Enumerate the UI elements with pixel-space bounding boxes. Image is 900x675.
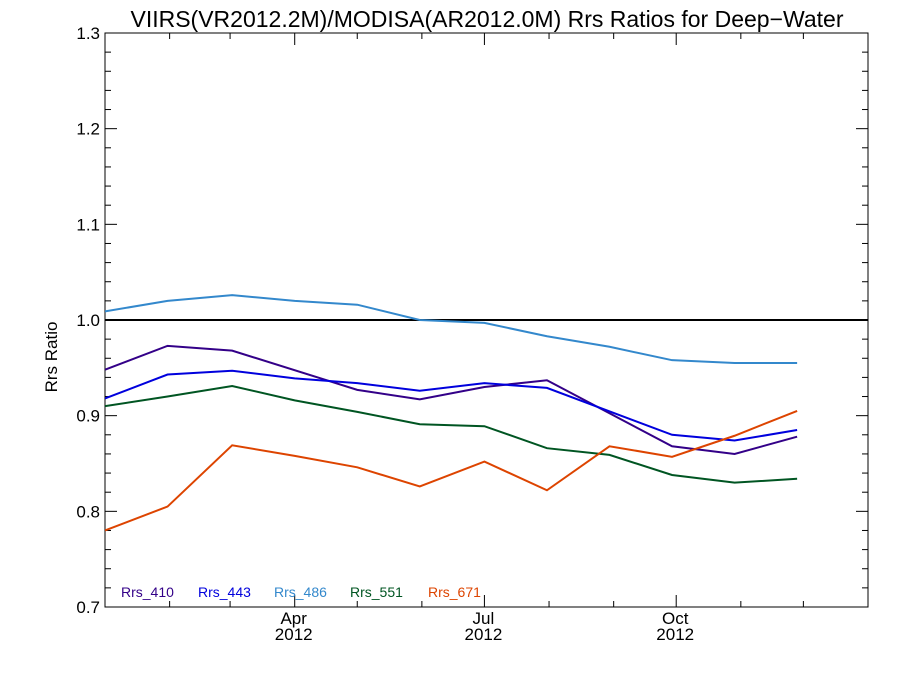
y-axis-label: Rrs Ratio xyxy=(42,322,61,393)
series-line-rrs-551 xyxy=(105,384,798,484)
series-line-rrs-671 xyxy=(105,409,798,532)
legend-entry-rrs-551: Rrs_551 xyxy=(350,584,403,600)
chart-title: VIIRS(VR2012.2M)/MODISA(AR2012.0M) Rrs R… xyxy=(130,6,843,32)
series-line-rrs-443 xyxy=(105,369,798,442)
y-tick-label: 1.0 xyxy=(76,311,100,330)
legend-entry-rrs-410: Rrs_410 xyxy=(121,584,174,600)
x-tick-month-label: Oct xyxy=(662,609,689,628)
y-tick-label: 1.3 xyxy=(76,24,100,43)
y-tick-label: 0.9 xyxy=(76,407,100,426)
y-tick-label: 1.2 xyxy=(76,120,100,139)
legend-entry-rrs-671: Rrs_671 xyxy=(428,584,481,600)
y-tick-label: 1.1 xyxy=(76,215,100,234)
x-tick-month-label: Jul xyxy=(473,609,495,628)
x-tick-year-label: 2012 xyxy=(465,625,503,644)
x-tick-month-label: Apr xyxy=(280,609,307,628)
x-tick-year-label: 2012 xyxy=(656,625,694,644)
y-tick-label: 0.8 xyxy=(76,502,100,521)
plot-area: 0.70.80.91.01.11.21.3Apr2012Jul2012Oct20… xyxy=(76,24,869,644)
series-line-rrs-410 xyxy=(105,344,798,455)
legend-entry-rrs-486: Rrs_486 xyxy=(274,584,327,600)
series-line-rrs-486 xyxy=(105,294,798,365)
legend-entry-rrs-443: Rrs_443 xyxy=(198,584,251,600)
x-tick-year-label: 2012 xyxy=(275,625,313,644)
y-tick-label: 0.7 xyxy=(76,598,100,617)
